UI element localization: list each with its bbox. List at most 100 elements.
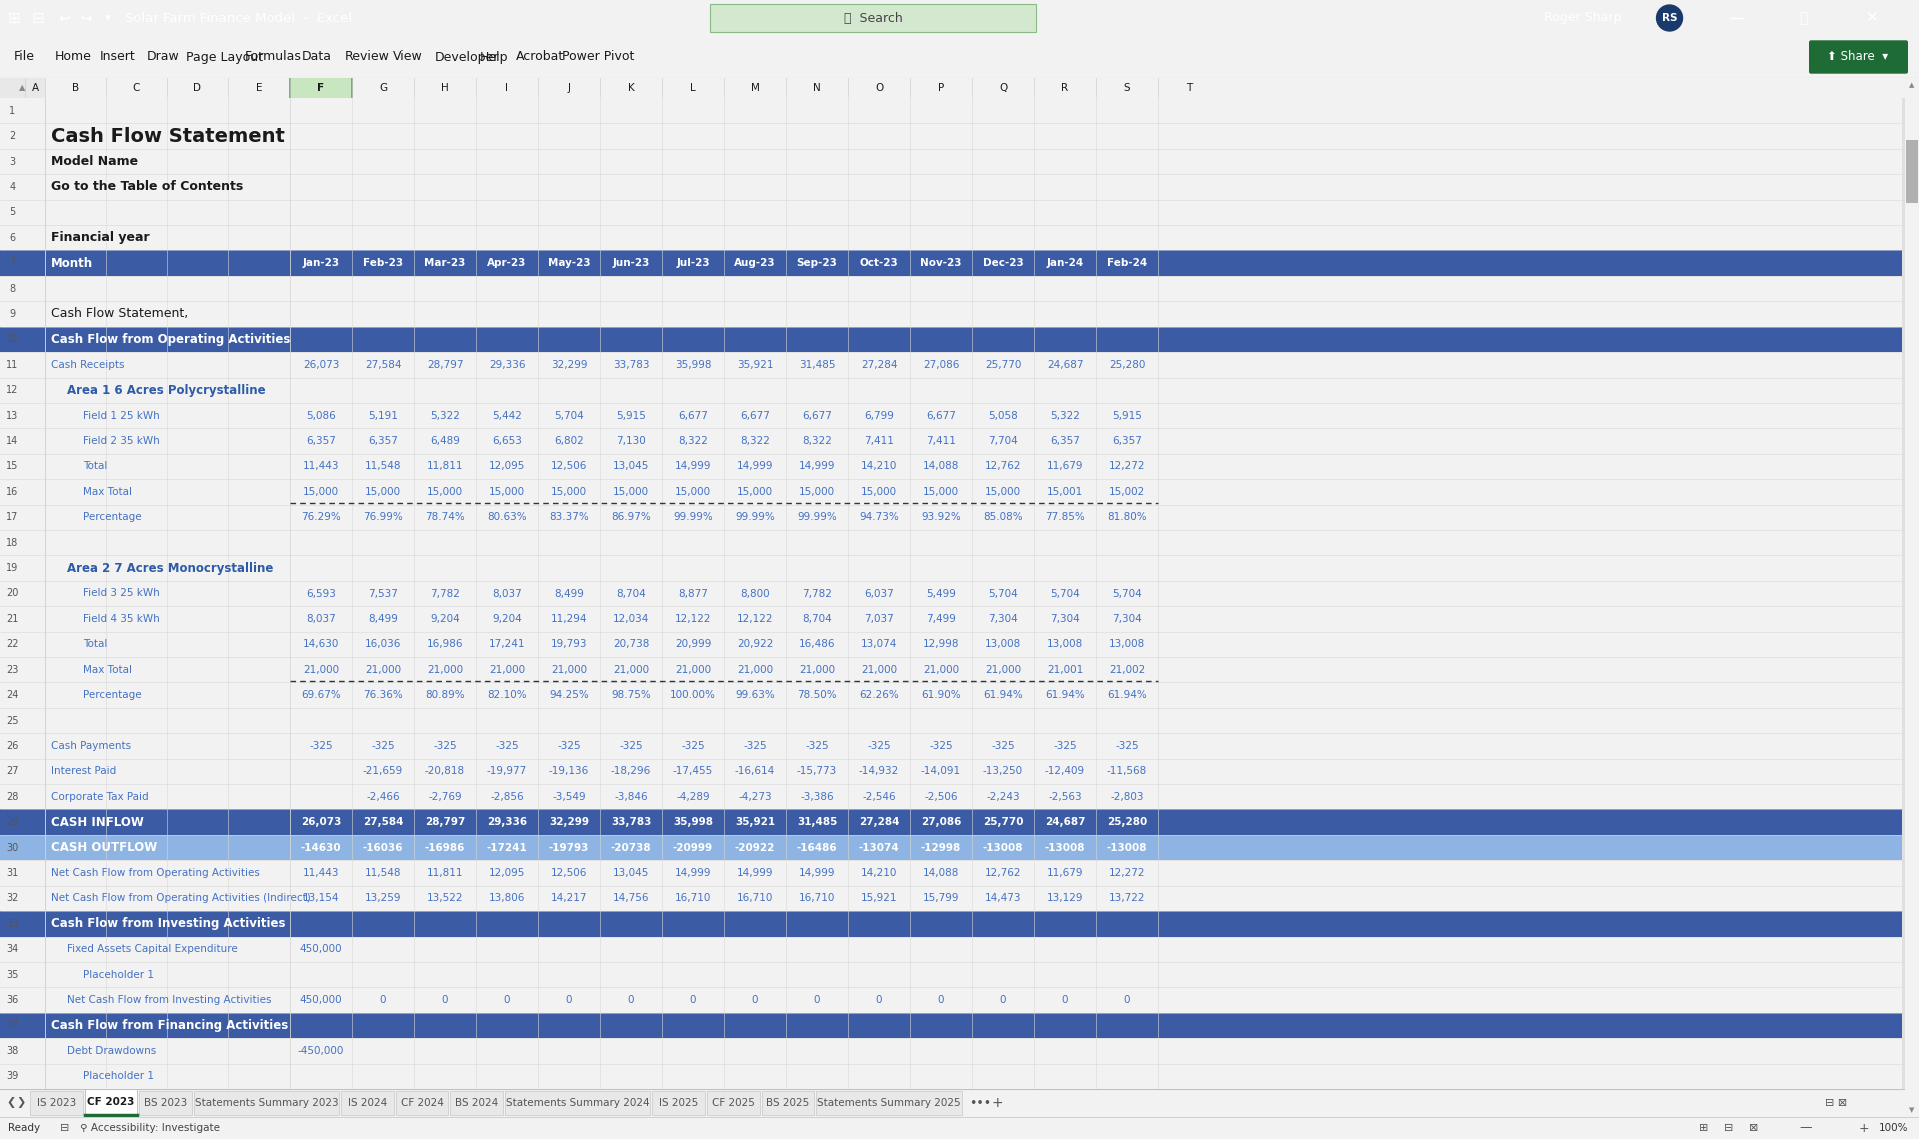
Text: T: T xyxy=(1186,83,1192,93)
Text: Feb-23: Feb-23 xyxy=(363,259,403,268)
Text: 6,677: 6,677 xyxy=(802,411,833,420)
Text: 7,782: 7,782 xyxy=(802,589,833,598)
Text: 78.50%: 78.50% xyxy=(796,690,837,700)
Bar xyxy=(140,1091,192,1115)
Text: -325: -325 xyxy=(806,741,829,751)
Text: -2,856: -2,856 xyxy=(489,792,524,802)
Text: Help: Help xyxy=(480,50,509,64)
Text: 21,000: 21,000 xyxy=(737,665,773,674)
Text: 24: 24 xyxy=(6,690,19,700)
Text: 31,485: 31,485 xyxy=(796,817,837,827)
Text: 27,584: 27,584 xyxy=(363,817,403,827)
Text: 25,770: 25,770 xyxy=(984,360,1021,370)
Text: 61.90%: 61.90% xyxy=(921,690,961,700)
Text: 11,679: 11,679 xyxy=(1046,461,1082,472)
Text: 18: 18 xyxy=(6,538,19,548)
Text: 6,677: 6,677 xyxy=(741,411,770,420)
Text: 13,722: 13,722 xyxy=(1109,893,1146,903)
Text: 80.89%: 80.89% xyxy=(426,690,464,700)
Text: 8,037: 8,037 xyxy=(307,614,336,624)
Text: 0: 0 xyxy=(1061,995,1069,1005)
Text: Jan-24: Jan-24 xyxy=(1046,259,1084,268)
Text: 15,000: 15,000 xyxy=(365,486,401,497)
Text: Placeholder 1: Placeholder 1 xyxy=(83,1072,154,1081)
Text: 17,241: 17,241 xyxy=(489,639,526,649)
Text: 94.25%: 94.25% xyxy=(549,690,589,700)
Text: ⧉: ⧉ xyxy=(1800,11,1808,25)
Text: A: A xyxy=(31,83,38,93)
Bar xyxy=(0,911,1906,936)
Text: 14,999: 14,999 xyxy=(737,868,773,878)
Text: 38: 38 xyxy=(6,1046,19,1056)
Text: 8,322: 8,322 xyxy=(802,436,833,446)
Text: -2,563: -2,563 xyxy=(1048,792,1082,802)
Text: 12,272: 12,272 xyxy=(1109,461,1146,472)
Text: 8,037: 8,037 xyxy=(491,589,522,598)
Bar xyxy=(1906,140,1917,203)
Text: Jun-23: Jun-23 xyxy=(612,259,651,268)
Text: CASH INFLOW: CASH INFLOW xyxy=(52,816,144,829)
Bar xyxy=(290,77,351,98)
Text: ⬆ Share  ▾: ⬆ Share ▾ xyxy=(1827,50,1888,64)
Text: -20,818: -20,818 xyxy=(424,767,464,777)
Text: 8,499: 8,499 xyxy=(555,589,583,598)
Text: +: + xyxy=(1860,1122,1869,1134)
Text: 21,000: 21,000 xyxy=(798,665,835,674)
Text: Field 1 25 kWh: Field 1 25 kWh xyxy=(83,411,159,420)
Text: -325: -325 xyxy=(992,741,1015,751)
Text: 15,000: 15,000 xyxy=(798,486,835,497)
Text: 20,999: 20,999 xyxy=(675,639,712,649)
Text: 5,191: 5,191 xyxy=(368,411,397,420)
Text: 8,877: 8,877 xyxy=(677,589,708,598)
Text: 83.37%: 83.37% xyxy=(549,513,589,523)
Text: 61.94%: 61.94% xyxy=(1107,690,1148,700)
Text: Total: Total xyxy=(83,461,107,472)
Text: 16,986: 16,986 xyxy=(426,639,462,649)
Text: -19,136: -19,136 xyxy=(549,767,589,777)
Text: 26,073: 26,073 xyxy=(301,817,342,827)
Text: 94.73%: 94.73% xyxy=(860,513,898,523)
Text: Cash Flow Statement: Cash Flow Statement xyxy=(52,126,284,146)
Text: 12,095: 12,095 xyxy=(489,868,526,878)
Text: 14,217: 14,217 xyxy=(551,893,587,903)
Text: 13,008: 13,008 xyxy=(1109,639,1146,649)
Text: 36: 36 xyxy=(6,995,19,1005)
Text: 11,294: 11,294 xyxy=(551,614,587,624)
Text: ▼: ▼ xyxy=(1909,1107,1915,1113)
Text: 27,284: 27,284 xyxy=(862,360,898,370)
Text: 7,304: 7,304 xyxy=(988,614,1017,624)
Text: -2,546: -2,546 xyxy=(862,792,896,802)
Text: 25,280: 25,280 xyxy=(1107,817,1148,827)
Text: 14,999: 14,999 xyxy=(675,868,712,878)
Bar xyxy=(0,835,1906,860)
Text: 13,806: 13,806 xyxy=(489,893,526,903)
Text: Percentage: Percentage xyxy=(83,690,142,700)
Text: Cash Flow from Investing Activities: Cash Flow from Investing Activities xyxy=(52,917,286,931)
Bar xyxy=(0,810,1906,835)
Text: Area 1 6 Acres Polycrystalline: Area 1 6 Acres Polycrystalline xyxy=(67,384,265,396)
Text: ⊟: ⊟ xyxy=(59,1123,69,1133)
Text: 6,037: 6,037 xyxy=(864,589,894,598)
Text: -20999: -20999 xyxy=(674,843,714,853)
Bar xyxy=(0,327,1906,352)
Text: 11,548: 11,548 xyxy=(365,868,401,878)
Text: 0: 0 xyxy=(689,995,697,1005)
Circle shape xyxy=(1656,5,1683,32)
Text: 12,272: 12,272 xyxy=(1109,868,1146,878)
Text: 21,000: 21,000 xyxy=(612,665,649,674)
Text: Power Pivot: Power Pivot xyxy=(562,50,635,64)
Text: D: D xyxy=(194,83,201,93)
Text: 14,999: 14,999 xyxy=(798,868,835,878)
Text: 29: 29 xyxy=(6,817,19,827)
Text: 14,210: 14,210 xyxy=(862,461,898,472)
Text: Max Total: Max Total xyxy=(83,665,132,674)
Text: -2,506: -2,506 xyxy=(925,792,958,802)
Text: 25: 25 xyxy=(6,715,19,726)
Text: 0: 0 xyxy=(505,995,510,1005)
Text: May-23: May-23 xyxy=(547,259,591,268)
Text: 12,034: 12,034 xyxy=(612,614,649,624)
Text: 8,322: 8,322 xyxy=(741,436,770,446)
Text: 12,506: 12,506 xyxy=(551,461,587,472)
Text: BS 2025: BS 2025 xyxy=(766,1098,810,1108)
Text: -13008: -13008 xyxy=(983,843,1023,853)
